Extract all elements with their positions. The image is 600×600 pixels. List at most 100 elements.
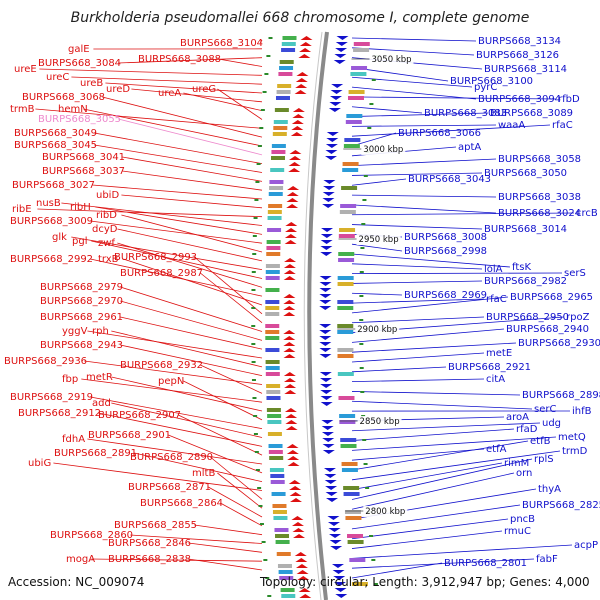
right-label-line: [351, 272, 563, 275]
left-label-line: [83, 108, 263, 147]
kbp-tick-label: 2950 kbp: [359, 235, 399, 245]
category-bar: [340, 438, 357, 442]
left-label-line: [183, 380, 263, 421]
reverse-gene-mark: [319, 354, 332, 358]
reverse-gene-mark: [319, 276, 332, 280]
left-gene-label: BURPS668_2846: [108, 538, 191, 549]
left-gene-label: ureD: [106, 84, 130, 95]
reverse-gene-mark: [327, 522, 340, 526]
category-bar: [341, 468, 358, 472]
reverse-gene-mark: [328, 108, 341, 112]
reverse-gene-mark: [329, 102, 342, 106]
category-bar: [272, 132, 287, 136]
left-gene-label: BURPS668_2891: [54, 448, 137, 459]
reverse-gene-mark: [319, 336, 332, 340]
category-bar: [265, 330, 280, 334]
left-label-line: [168, 434, 263, 474]
right-label-line: [351, 462, 503, 491]
reverse-gene-mark: [335, 42, 348, 46]
forward-gene-mark: [290, 132, 303, 136]
reverse-gene-mark: [326, 498, 339, 502]
rna-mark: [369, 103, 374, 105]
right-gene-label: BURPS668_2930: [518, 338, 600, 349]
forward-gene-mark: [289, 492, 302, 496]
rna-mark: [260, 109, 265, 111]
reverse-gene-mark: [319, 342, 332, 346]
right-gene-label: BURPS668_3050: [484, 168, 567, 179]
rna-mark: [252, 253, 257, 255]
rna-mark: [267, 595, 272, 597]
forward-gene-mark: [287, 456, 300, 460]
category-bar: [266, 384, 281, 388]
right-label-line: [351, 472, 515, 510]
rna-mark: [363, 175, 368, 177]
left-gene-label: nusB: [36, 198, 61, 209]
right-label-line: [351, 440, 529, 471]
category-bar: [272, 504, 287, 508]
forward-gene-mark: [291, 126, 304, 130]
forward-gene-mark: [285, 228, 298, 232]
rna-mark: [257, 145, 262, 147]
left-label-line: [91, 240, 263, 279]
right-gene-label: BURPS668_3126: [476, 50, 559, 61]
right-label-line: [351, 67, 449, 82]
forward-gene-mark: [291, 522, 304, 526]
forward-gene-mark: [283, 378, 296, 382]
right-gene-label: aptA: [458, 142, 481, 153]
left-label-line: [123, 258, 263, 306]
reverse-gene-mark: [325, 156, 338, 160]
right-gene-label: lolA: [484, 264, 503, 275]
category-bar: [270, 480, 285, 484]
forward-gene-mark: [285, 222, 298, 226]
category-bar: [339, 228, 356, 232]
category-bar: [342, 168, 359, 172]
category-bar: [337, 372, 354, 376]
left-gene-label: ureA: [158, 88, 181, 99]
rna-mark: [258, 505, 263, 507]
forward-gene-mark: [286, 192, 299, 196]
left-label-lines: [35, 39, 263, 571]
rna-mark: [373, 583, 378, 585]
right-gene-label: fabF: [536, 554, 558, 565]
left-gene-label: fbp: [62, 374, 78, 385]
reverse-gene-mark: [329, 96, 342, 100]
left-gene-label: BURPS668_3084: [38, 58, 121, 69]
right-label-line: [351, 296, 509, 314]
forward-gene-mark: [291, 516, 304, 520]
left-gene-label: BURPS668_3068: [22, 92, 105, 103]
forward-gene-mark: [296, 570, 309, 574]
rna-mark: [369, 535, 374, 537]
kbp-tick-bg: [363, 506, 408, 517]
right-label-line: [351, 448, 485, 461]
reverse-gene-mark: [319, 288, 332, 292]
reverse-gene-mark: [331, 84, 344, 88]
left-label-line: [194, 524, 263, 536]
left-label-line: [210, 456, 263, 500]
category-bar: [340, 204, 357, 208]
category-bar: [338, 258, 355, 262]
category-bar: [269, 186, 284, 190]
right-gene-label: serS: [564, 268, 586, 279]
reverse-gene-mark: [334, 54, 347, 58]
left-gene-label: BURPS668_2970: [40, 296, 123, 307]
rna-mark: [256, 163, 261, 165]
forward-gene-mark: [293, 534, 306, 538]
right-gene-label: rpoZ: [566, 312, 590, 323]
rna-mark: [367, 127, 372, 129]
reverse-gene-mark: [321, 432, 334, 436]
left-gene-label: BURPS668_2901: [88, 430, 171, 441]
category-bar: [267, 228, 282, 232]
kbp-tick-bg: [356, 234, 401, 245]
forward-gene-mark: [283, 348, 296, 352]
kbp-tick-bg: [355, 324, 400, 335]
rna-mark: [362, 199, 367, 201]
category-bar: [278, 72, 293, 76]
accession-text: Accession: NC_009074: [8, 575, 144, 589]
forward-gene-mark: [284, 390, 297, 394]
category-bar: [266, 240, 281, 244]
forward-gene-mark: [294, 90, 307, 94]
right-gene-label: BURPS668_2982: [484, 276, 567, 287]
right-gene-label: pyrC: [474, 82, 497, 93]
rna-mark: [253, 433, 258, 435]
category-bar: [271, 492, 286, 496]
